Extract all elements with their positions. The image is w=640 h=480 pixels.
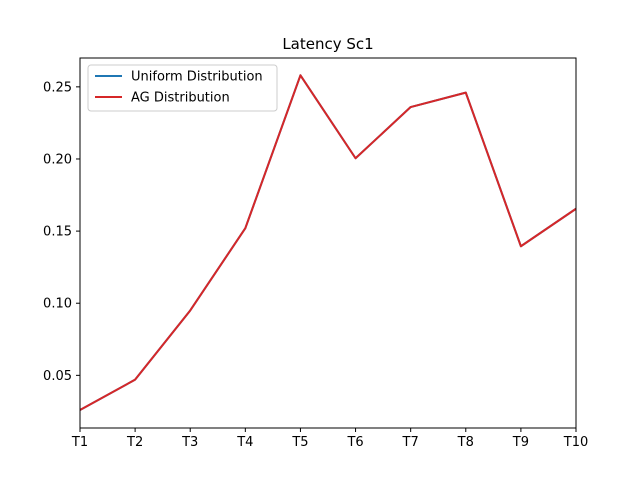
y-tick-label: 0.15	[43, 225, 72, 240]
x-tick-label: T9	[512, 435, 529, 450]
chart-title: Latency Sc1	[282, 35, 373, 53]
legend-label: AG Distribution	[131, 91, 230, 106]
x-tick-label: T2	[126, 435, 143, 450]
x-tick-label: T10	[563, 435, 588, 450]
y-axis: 0.05 0.10 0.15 0.20 0.25	[43, 80, 80, 384]
x-tick-label: T8	[457, 435, 474, 450]
x-tick-label: T3	[181, 435, 198, 450]
y-tick-label: 0.05	[43, 369, 72, 384]
legend-label: Uniform Distribution	[131, 70, 263, 85]
series-line-1	[79, 74, 577, 411]
x-tick-label: T7	[402, 435, 419, 450]
series-layer	[79, 74, 577, 411]
x-tick-label: T6	[346, 435, 363, 450]
plot-frame	[79, 57, 577, 429]
y-tick-label: 0.25	[43, 80, 72, 95]
x-tick-label: T1	[71, 435, 88, 450]
x-axis: T1 T2 T3 T4 T5 T6 T7 T8 T9 T10	[71, 428, 588, 450]
x-tick-label: T4	[236, 435, 253, 450]
y-tick-label: 0.10	[43, 297, 72, 312]
plot-area	[80, 58, 576, 428]
legend-box	[87, 64, 278, 112]
y-tick-label: 0.20	[43, 152, 72, 167]
x-tick-label: T5	[291, 435, 308, 450]
legend: Uniform Distribution AG Distribution	[87, 64, 278, 112]
